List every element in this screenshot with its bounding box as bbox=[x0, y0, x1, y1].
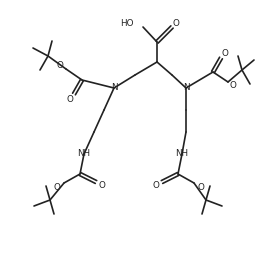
Text: O: O bbox=[230, 82, 236, 91]
Text: O: O bbox=[99, 182, 105, 191]
Text: O: O bbox=[67, 96, 74, 105]
Text: O: O bbox=[153, 182, 159, 191]
Text: O: O bbox=[172, 18, 179, 27]
Text: O: O bbox=[57, 60, 63, 69]
Text: NH: NH bbox=[77, 149, 90, 158]
Text: O: O bbox=[198, 182, 204, 191]
Text: O: O bbox=[222, 49, 228, 58]
Text: N: N bbox=[183, 83, 189, 92]
Text: NH: NH bbox=[176, 149, 189, 158]
Text: N: N bbox=[111, 83, 117, 92]
Text: O: O bbox=[53, 182, 60, 191]
Text: HO: HO bbox=[121, 18, 134, 27]
